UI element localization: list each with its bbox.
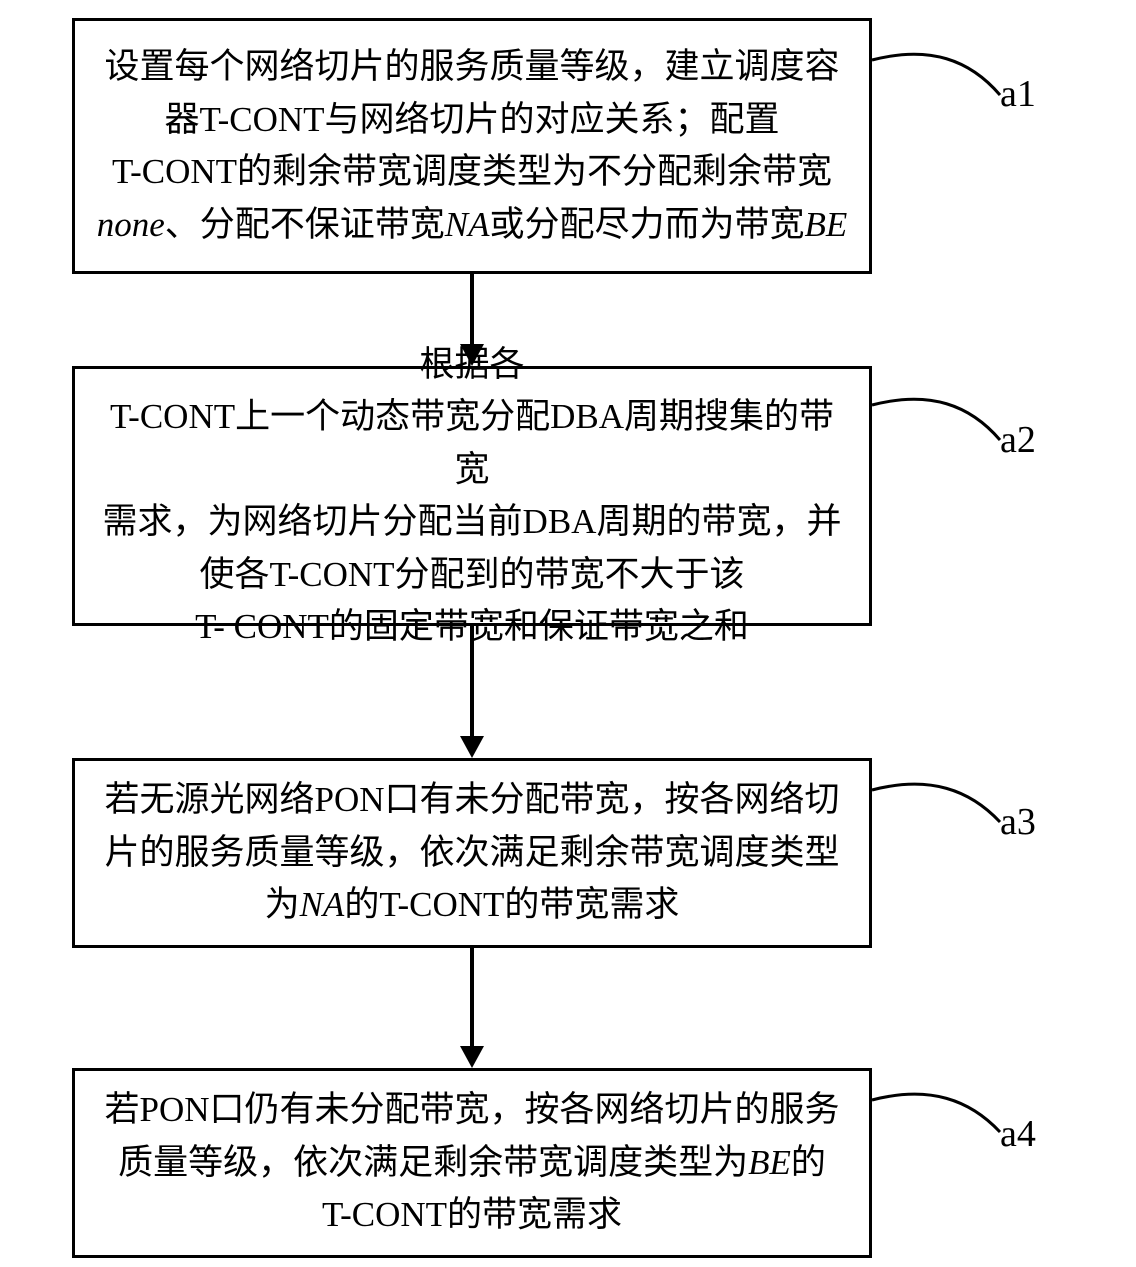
label-connector-a4 (0, 0, 1136, 1267)
flowchart-canvas: 设置每个网络切片的服务质量等级，建立调度容器T-CONT与网络切片的对应关系；配… (0, 0, 1136, 1267)
arrow-line-1 (470, 274, 474, 344)
arrow-line-2 (470, 626, 474, 736)
arrow-head-2 (460, 736, 484, 758)
arrow-line-3 (470, 948, 474, 1046)
arrow-head-1 (460, 344, 484, 366)
arrow-head-3 (460, 1046, 484, 1068)
